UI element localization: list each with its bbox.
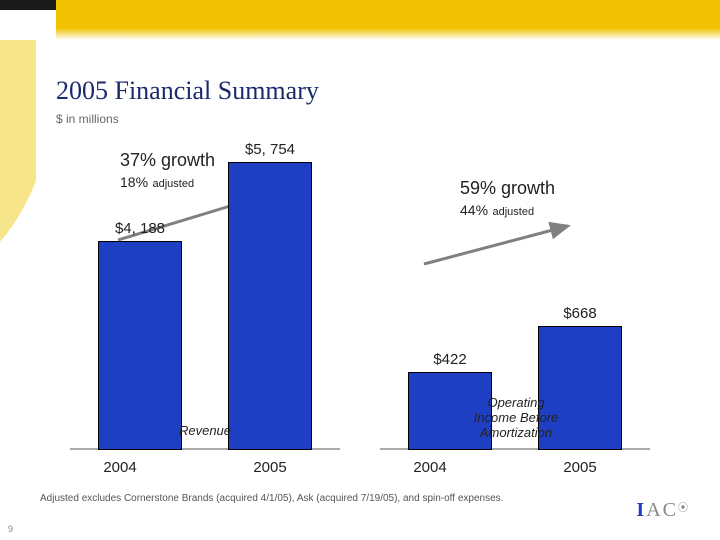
left-decoration xyxy=(0,40,36,320)
logo-rest: AC xyxy=(646,499,678,521)
page-subtitle: $ in millions xyxy=(56,112,119,126)
plot-oiba: $422 $668 Operating Income Before Amorti… xyxy=(380,150,650,450)
bar-label-revenue-2004: $4, 188 xyxy=(80,220,200,237)
chart-title-oiba: Operating Income Before Amortization xyxy=(466,395,566,440)
logo-i: I xyxy=(636,499,646,521)
topbar-black xyxy=(0,0,56,10)
chart-revenue: 37% growth 18% adjusted $4, 188 $5, 754 … xyxy=(60,150,350,480)
bar-label-oiba-2005: $668 xyxy=(520,305,640,322)
bar-revenue-2004 xyxy=(98,241,182,450)
page-number: 9 xyxy=(8,524,13,534)
chart-title-revenue: Revenue xyxy=(140,423,270,438)
charts-area: 37% growth 18% adjusted $4, 188 $5, 754 … xyxy=(60,150,660,480)
bar-label-oiba-2004: $422 xyxy=(390,351,510,368)
chart-oiba: 59% growth 44% adjusted $422 $668 Operat… xyxy=(370,150,660,480)
topbar-gold xyxy=(56,0,720,40)
top-decoration xyxy=(0,0,720,40)
page-title: 2005 Financial Summary xyxy=(56,76,319,106)
year-label-2004: 2004 xyxy=(370,459,490,476)
footnote: Adjusted excludes Cornerstone Brands (ac… xyxy=(40,493,680,504)
plot-revenue: $4, 188 $5, 754 Revenue xyxy=(70,150,340,450)
logo: IAC⦿ xyxy=(636,499,690,522)
year-label-2005: 2005 xyxy=(520,459,640,476)
year-label-2004: 2004 xyxy=(60,459,180,476)
year-label-2005: 2005 xyxy=(210,459,330,476)
bar-revenue-2005 xyxy=(228,162,312,450)
bar-label-revenue-2005: $5, 754 xyxy=(210,141,330,158)
